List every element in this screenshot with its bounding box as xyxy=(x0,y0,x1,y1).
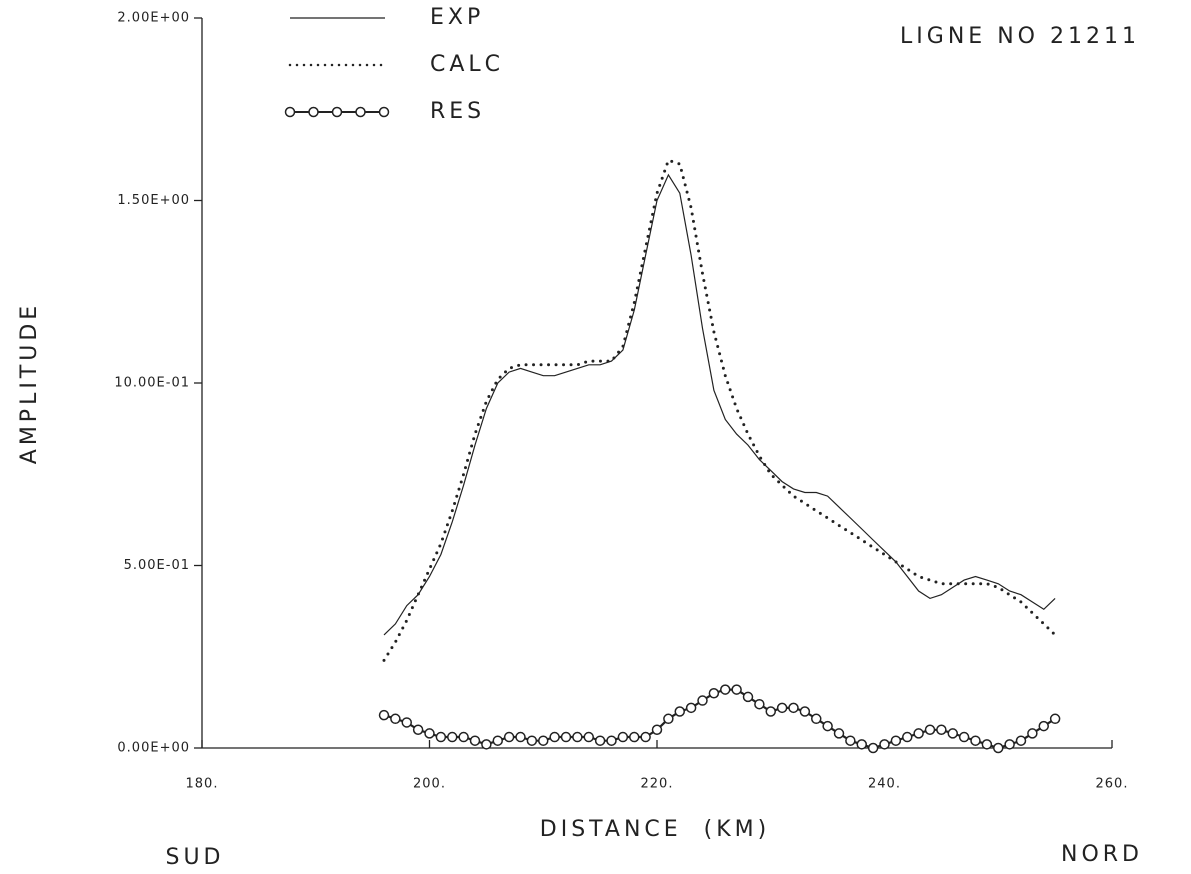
data-point xyxy=(458,731,469,743)
data-point xyxy=(822,720,833,732)
data-point xyxy=(401,717,412,728)
legend-marker xyxy=(378,106,390,118)
y-tick-label: 10.00E-01 xyxy=(114,376,190,391)
data-point xyxy=(651,724,663,735)
data-point xyxy=(629,731,640,743)
data-point xyxy=(503,731,515,743)
data-point xyxy=(606,735,617,746)
x-tick-label: 260. xyxy=(1096,777,1129,792)
data-point xyxy=(754,698,765,710)
data-point xyxy=(924,724,936,735)
data-point xyxy=(856,739,867,750)
data-point xyxy=(435,731,447,743)
data-point xyxy=(481,739,492,750)
data-point xyxy=(958,731,970,743)
y-tick-label: 2.00E+00 xyxy=(117,11,190,26)
data-point xyxy=(708,688,720,699)
data-point xyxy=(424,728,435,739)
data-point xyxy=(731,684,742,695)
data-point xyxy=(1004,739,1015,750)
series-line xyxy=(383,173,1056,636)
legend-label: RES xyxy=(430,99,485,124)
data-point xyxy=(890,735,902,746)
y-tick-label: 0.00E+00 xyxy=(117,741,190,756)
data-point xyxy=(799,706,811,717)
data-point xyxy=(936,724,947,735)
data-point xyxy=(913,728,924,739)
data-point xyxy=(515,731,526,743)
data-point xyxy=(560,731,572,743)
data-point xyxy=(538,735,549,746)
data-point xyxy=(776,702,788,714)
legend-label: CALC xyxy=(430,52,504,77)
data-point xyxy=(583,731,594,743)
data-point xyxy=(469,735,481,746)
legend-marker xyxy=(355,106,366,118)
data-point xyxy=(390,713,401,725)
annotation: SUD xyxy=(165,845,224,870)
data-point xyxy=(674,706,685,717)
data-point xyxy=(902,731,913,743)
y-tick-label: 5.00E-01 xyxy=(124,558,190,573)
data-point xyxy=(833,728,845,739)
data-point xyxy=(981,739,993,750)
data-point xyxy=(879,739,890,750)
data-point xyxy=(1038,720,1049,732)
data-point xyxy=(845,735,856,746)
data-point xyxy=(685,702,697,714)
data-point xyxy=(378,709,390,721)
data-point xyxy=(1049,713,1061,725)
legend-marker xyxy=(331,106,343,118)
series-line xyxy=(382,158,1057,662)
data-point xyxy=(720,684,731,695)
y-axis-label: AMPLITUDE xyxy=(17,302,42,464)
data-point xyxy=(788,702,799,714)
data-point xyxy=(765,706,776,717)
data-point xyxy=(640,731,651,743)
x-tick-label: 220. xyxy=(641,777,674,792)
data-point xyxy=(697,695,708,706)
data-point xyxy=(947,728,958,739)
data-point xyxy=(572,731,583,743)
data-point xyxy=(549,731,560,743)
data-point xyxy=(412,724,424,735)
legend-label: EXP xyxy=(430,5,484,30)
data-point xyxy=(447,731,458,743)
data-point xyxy=(970,735,981,746)
data-point xyxy=(993,742,1004,754)
data-point xyxy=(526,735,538,746)
data-point xyxy=(617,731,629,743)
data-point xyxy=(1027,728,1038,739)
x-tick-label: 180. xyxy=(186,777,219,792)
x-axis-label: DISTANCE (KM) xyxy=(540,817,770,842)
y-tick-label: 1.50E+00 xyxy=(117,193,190,208)
data-point xyxy=(742,691,754,703)
legend-marker xyxy=(284,106,296,118)
x-tick-label: 200. xyxy=(413,777,446,792)
annotation: NORD xyxy=(1061,842,1143,867)
annotation: LIGNE NO 21211 xyxy=(900,24,1140,49)
legend-marker xyxy=(308,106,319,118)
x-tick-label: 240. xyxy=(868,777,901,792)
data-point xyxy=(663,713,674,725)
data-point xyxy=(492,735,503,746)
data-point xyxy=(594,735,606,746)
data-point xyxy=(867,742,879,754)
data-point xyxy=(811,713,822,725)
data-point xyxy=(1015,735,1027,746)
series-line xyxy=(383,688,1056,750)
